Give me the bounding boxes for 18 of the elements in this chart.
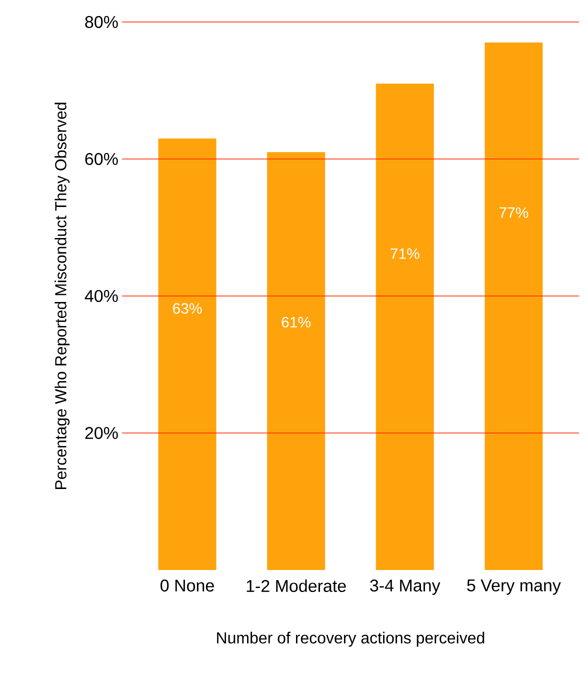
y-tick-label: 20% [85,426,118,440]
bar [376,84,434,570]
x-tick-label: 0 None [160,580,214,592]
data-label: 77% [499,207,528,218]
data-label: 71% [390,248,420,259]
data-label: 61% [282,316,311,328]
x-axis-title: Number of recovery actions perceived [217,632,484,647]
y-tick-label: 60% [85,152,118,166]
bar [158,138,216,570]
x-tick-label: 3-4 Many [370,580,440,595]
y-tick-label: 40% [84,290,118,302]
y-tick-label: 80% [85,16,118,28]
bar [484,42,543,570]
data-label: 63% [173,303,202,314]
y-axis-title: Percentage Who Reported Misconduct They Observed [54,102,70,489]
x-tick-label: 1-2 Moderate [246,580,346,592]
bar [267,152,326,570]
x-tick-label: 5 Very many [467,580,561,595]
